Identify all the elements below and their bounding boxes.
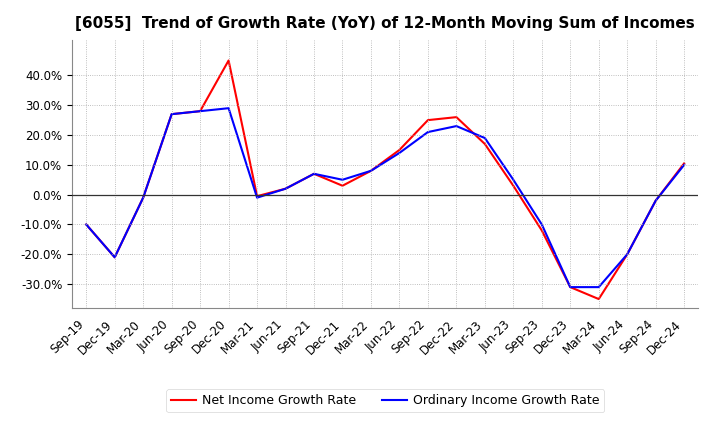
Net Income Growth Rate — [167, 111, 176, 117]
Net Income Growth Rate — [196, 109, 204, 114]
Ordinary Income Growth Rate — [452, 124, 461, 129]
Ordinary Income Growth Rate — [282, 186, 290, 191]
Net Income Growth Rate — [139, 195, 148, 200]
Ordinary Income Growth Rate — [395, 150, 404, 156]
Ordinary Income Growth Rate — [537, 222, 546, 227]
Net Income Growth Rate — [110, 255, 119, 260]
Ordinary Income Growth Rate — [509, 177, 518, 183]
Net Income Growth Rate — [423, 117, 432, 123]
Net Income Growth Rate — [310, 171, 318, 176]
Net Income Growth Rate — [595, 297, 603, 302]
Net Income Growth Rate — [680, 161, 688, 166]
Ordinary Income Growth Rate — [253, 195, 261, 200]
Net Income Growth Rate — [225, 58, 233, 63]
Ordinary Income Growth Rate — [566, 285, 575, 290]
Net Income Growth Rate — [623, 252, 631, 257]
Title: [6055]  Trend of Growth Rate (YoY) of 12-Month Moving Sum of Incomes: [6055] Trend of Growth Rate (YoY) of 12-… — [76, 16, 695, 32]
Ordinary Income Growth Rate — [652, 198, 660, 203]
Ordinary Income Growth Rate — [595, 285, 603, 290]
Net Income Growth Rate — [282, 186, 290, 191]
Ordinary Income Growth Rate — [366, 168, 375, 173]
Net Income Growth Rate — [566, 285, 575, 290]
Ordinary Income Growth Rate — [225, 106, 233, 111]
Ordinary Income Growth Rate — [139, 195, 148, 200]
Ordinary Income Growth Rate — [423, 129, 432, 135]
Net Income Growth Rate — [395, 147, 404, 153]
Net Income Growth Rate — [652, 198, 660, 203]
Net Income Growth Rate — [480, 141, 489, 147]
Line: Net Income Growth Rate: Net Income Growth Rate — [86, 60, 684, 299]
Net Income Growth Rate — [338, 183, 347, 188]
Net Income Growth Rate — [452, 114, 461, 120]
Net Income Growth Rate — [537, 228, 546, 233]
Ordinary Income Growth Rate — [310, 171, 318, 176]
Net Income Growth Rate — [366, 168, 375, 173]
Ordinary Income Growth Rate — [623, 252, 631, 257]
Ordinary Income Growth Rate — [196, 109, 204, 114]
Line: Ordinary Income Growth Rate: Ordinary Income Growth Rate — [86, 108, 684, 287]
Legend: Net Income Growth Rate, Ordinary Income Growth Rate: Net Income Growth Rate, Ordinary Income … — [166, 389, 604, 412]
Net Income Growth Rate — [509, 183, 518, 188]
Ordinary Income Growth Rate — [82, 222, 91, 227]
Ordinary Income Growth Rate — [167, 111, 176, 117]
Ordinary Income Growth Rate — [338, 177, 347, 183]
Ordinary Income Growth Rate — [480, 136, 489, 141]
Net Income Growth Rate — [82, 222, 91, 227]
Net Income Growth Rate — [253, 194, 261, 199]
Ordinary Income Growth Rate — [680, 162, 688, 168]
Ordinary Income Growth Rate — [110, 255, 119, 260]
